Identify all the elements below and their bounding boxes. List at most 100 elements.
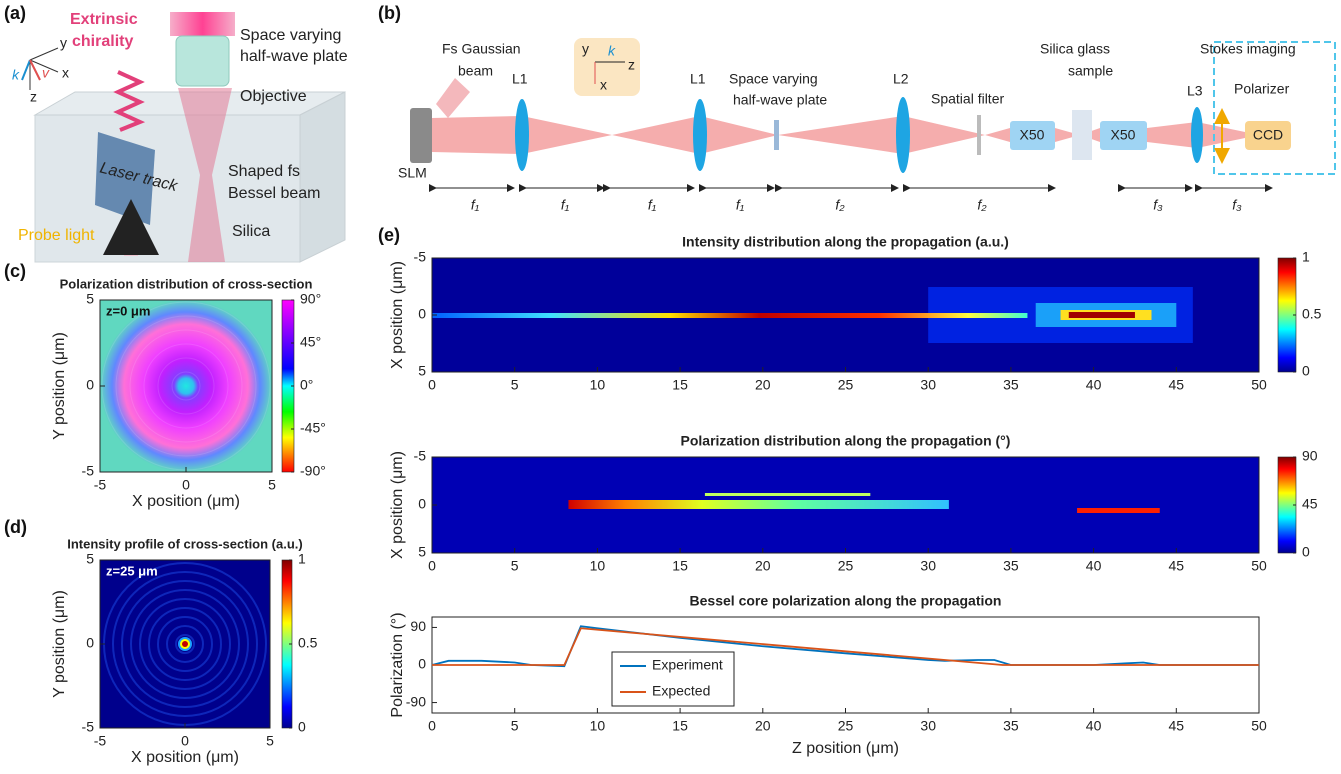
panel-label: (c) (4, 261, 26, 281)
y-tick-label: 5 (418, 363, 426, 379)
heatmap-texture (112, 571, 258, 717)
panel-b-diagram: y k z x f₁ f₁ f₁ f₁ f₂ f₂ f₃ f₃ Fs Gauss… (398, 38, 1336, 213)
colorbar-tick-label: 0° (300, 377, 313, 393)
panel-a-diagram: y x z k v Extrinsic chirality Space vary… (12, 11, 348, 263)
x-tick-label: -5 (94, 477, 107, 493)
x-axis-label: Z position (μm) (792, 740, 899, 757)
panel-label: (b) (378, 3, 401, 23)
y-tick-label: 0 (418, 496, 426, 512)
colorbar-tick-label: 0 (298, 719, 306, 735)
colorbar-tick-label: 1 (298, 551, 306, 567)
ccd-label: CCD (1253, 127, 1283, 143)
x-tick-label: 25 (838, 377, 854, 393)
objective-label: X50 (1111, 127, 1136, 143)
x-axis-label: X position (μm) (132, 493, 240, 510)
y-tick-label: -5 (414, 448, 427, 464)
x-tick-label: 50 (1251, 718, 1267, 734)
chart-title: Intensity distribution along the propaga… (682, 234, 1009, 250)
panel-label: (e) (378, 225, 400, 245)
gaussian-label: Fs Gaussian (442, 41, 521, 57)
x-tick-label: 30 (920, 377, 936, 393)
x-tick-label: 40 (1086, 718, 1102, 734)
x-tick-label: 50 (1251, 377, 1267, 393)
x-tick-label: 35 (1003, 558, 1019, 574)
heatmap-texture (139, 598, 231, 690)
plot-frame (431, 257, 1260, 373)
gaussian-label: beam (458, 63, 493, 79)
x-tick-label: 35 (1003, 377, 1019, 393)
x-tick-label: 5 (266, 733, 274, 749)
axis-label: k (608, 43, 616, 59)
y-tick-label: 0 (418, 656, 426, 672)
x-tick-label: 10 (590, 377, 606, 393)
y-axis-label: Y position (μm) (51, 332, 68, 440)
axis-label: x (600, 77, 607, 93)
lens-label: L3 (1187, 83, 1203, 99)
colorbar-tick-label: 0.5 (298, 635, 318, 651)
bessel-label: Bessel beam (228, 185, 321, 202)
focal-label: f₁ (736, 197, 745, 213)
chart-title: Bessel core polarization along the propa… (690, 593, 1002, 609)
x-tick-label: 20 (755, 558, 771, 574)
silica-label: Silica (232, 223, 270, 240)
heatmap-image (100, 300, 272, 472)
heatmap-texture (121, 580, 249, 708)
x-tick-label: 10 (590, 718, 606, 734)
series-line (432, 627, 1259, 666)
y-tick-label: 0 (86, 635, 94, 651)
y-axis-label: X position (μm) (389, 261, 406, 369)
plate-label: Space varying (240, 27, 341, 44)
lens-label: L2 (893, 71, 909, 87)
objective-label: X50 (1020, 127, 1045, 143)
heatmap-texture (175, 634, 195, 654)
axis-label: k (12, 67, 20, 83)
plot-frame (431, 456, 1260, 554)
sample-label: Silica glass (1040, 41, 1110, 57)
x-tick-label: 15 (672, 558, 688, 574)
heatmap-streak (432, 313, 1028, 318)
y-axis-label: X position (μm) (389, 451, 406, 559)
heatmap-texture (171, 371, 201, 401)
y-tick-label: -5 (82, 463, 95, 479)
focal-label: f₂ (835, 197, 845, 213)
heatmap-texture (166, 625, 204, 663)
x-tick-label: 0 (181, 733, 189, 749)
axis-label: z (628, 57, 635, 73)
x-axis-label: X position (μm) (131, 749, 239, 766)
heatmap-texture (130, 589, 240, 699)
objective-label: Objective (240, 88, 307, 105)
legend (611, 651, 735, 707)
bessel-label: Shaped fs (228, 163, 300, 180)
colorbar-tick-label: 45 (1302, 496, 1318, 512)
heatmap-streak (568, 500, 949, 509)
x-tick-label: 35 (1003, 718, 1019, 734)
axis-label: x (62, 65, 69, 81)
heatmap-streak (1077, 508, 1160, 513)
legend-label: Experiment (652, 657, 723, 673)
heatmap-texture (157, 616, 213, 672)
axis-label: z (30, 89, 37, 105)
x-tick-label: 20 (755, 718, 771, 734)
axis-label: y (582, 41, 589, 57)
y-tick-label: 0 (418, 306, 426, 322)
y-tick-label: 5 (86, 551, 94, 567)
focal-label: f₃ (1232, 197, 1242, 213)
colorbar-tick-label: 0.5 (1302, 306, 1322, 322)
x-tick-label: 15 (672, 718, 688, 734)
axis-label: y (60, 35, 67, 51)
sample-label: sample (1068, 63, 1113, 79)
y-tick-label: 5 (418, 544, 426, 560)
x-tick-label: 30 (920, 718, 936, 734)
x-tick-label: 50 (1251, 558, 1267, 574)
x-tick-label: -5 (94, 733, 107, 749)
axis-label: v (42, 65, 50, 81)
heatmap-core (182, 641, 188, 647)
x-tick-label: 40 (1086, 377, 1102, 393)
panel-label: (a) (4, 3, 26, 23)
x-tick-label: 20 (755, 377, 771, 393)
x-tick-label: 5 (268, 477, 276, 493)
chirality-label: Extrinsic (70, 11, 138, 28)
colorbar-tick-label: -45° (300, 420, 326, 436)
plot-frame (99, 299, 273, 473)
